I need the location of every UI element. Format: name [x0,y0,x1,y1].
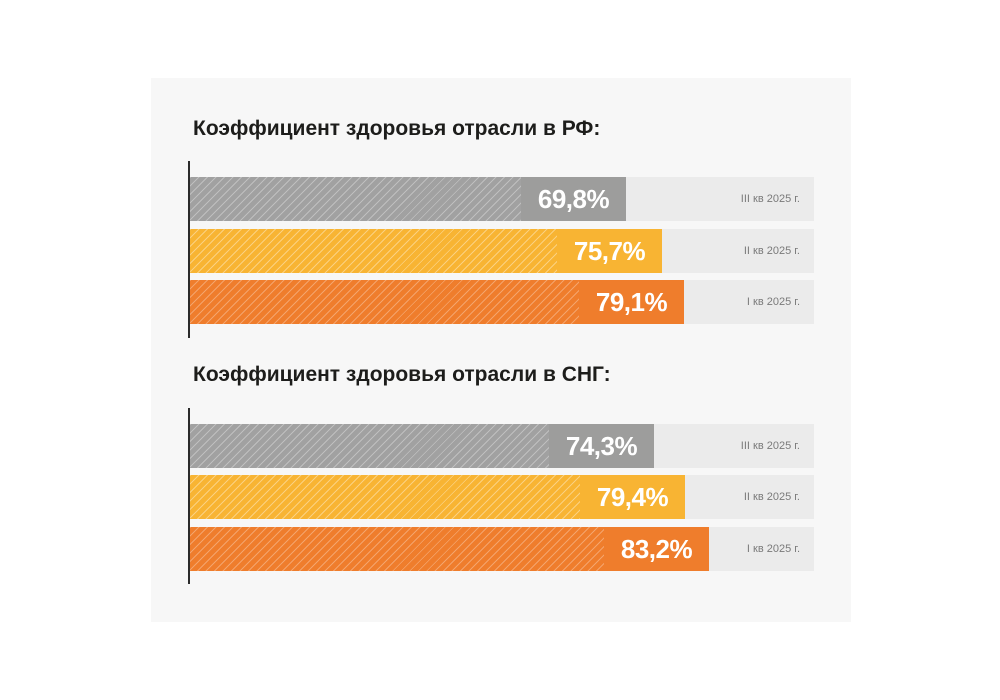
period-label-cis-q2: II кв 2025 г. [743,491,800,503]
bar-track-cis-q3: 74,3% III кв 2025 г. [190,424,814,468]
bar-value-box-cis-q2: 79,4% [580,475,685,519]
bar-hatch-rf-q2 [190,229,557,273]
period-label-rf-q1: I кв 2025 г. [746,296,800,308]
bar-track-cis-q2: 79,4% II кв 2025 г. [190,475,814,519]
chart-title-cis: Коэффициент здоровья отрасли в СНГ: [193,363,611,386]
bar-hatch-cis-q1 [190,527,604,571]
bar-value-box-cis-q3: 74,3% [549,424,654,468]
period-label-rf-q3: III кв 2025 г. [740,193,800,205]
chart-title-rf: Коэффициент здоровья отрасли в РФ: [193,117,601,140]
bar-value-box-cis-q1: 83,2% [604,527,709,571]
value-label-rf-q1: 79,1% [595,287,668,317]
period-label-rf-q2: II кв 2025 г. [743,245,800,257]
bar-value-box-rf-q3: 69,8% [521,177,626,221]
bar-track-rf-q1: 79,1% I кв 2025 г. [190,280,814,324]
bar-hatch-rf-q3 [190,177,521,221]
bar-cis-q2: 79,4% [190,475,685,519]
value-label-cis-q2: 79,4% [596,482,669,512]
value-label-cis-q3: 74,3% [565,431,638,461]
bar-hatch-cis-q3 [190,424,549,468]
bar-cis-q1: 83,2% [190,527,709,571]
bar-hatch-rf-q1 [190,280,579,324]
bar-track-rf-q3: 69,8% III кв 2025 г. [190,177,814,221]
period-label-cis-q3: III кв 2025 г. [740,440,800,452]
bar-hatch-cis-q2 [190,475,580,519]
value-label-rf-q3: 69,8% [537,184,610,214]
bar-track-rf-q2: 75,7% II кв 2025 г. [190,229,814,273]
axis-line-rf [188,161,190,338]
bar-rf-q3: 69,8% [190,177,626,221]
value-label-rf-q2: 75,7% [573,236,646,266]
period-label-cis-q1: I кв 2025 г. [746,543,800,555]
axis-line-cis [188,408,190,584]
bar-value-box-rf-q2: 75,7% [557,229,662,273]
bar-cis-q3: 74,3% [190,424,654,468]
bar-rf-q2: 75,7% [190,229,662,273]
bar-value-box-rf-q1: 79,1% [579,280,684,324]
bar-track-cis-q1: 83,2% I кв 2025 г. [190,527,814,571]
bar-rf-q1: 79,1% [190,280,684,324]
value-label-cis-q1: 83,2% [620,534,693,564]
